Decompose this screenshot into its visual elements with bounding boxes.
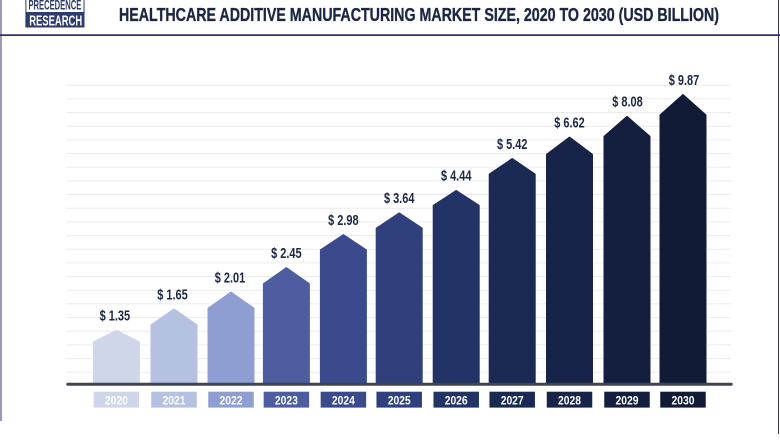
svg-text:$ 3.64: $ 3.64 [384, 191, 415, 207]
svg-text:2022: 2022 [220, 393, 243, 407]
svg-text:2024: 2024 [332, 393, 355, 407]
svg-text:$ 2.01: $ 2.01 [215, 270, 246, 286]
svg-text:2020: 2020 [105, 393, 128, 407]
svg-text:2026: 2026 [445, 393, 468, 407]
svg-text:2030: 2030 [672, 393, 695, 407]
svg-text:2025: 2025 [388, 393, 411, 407]
svg-text:HEALTHCARE ADDITIVE MANUFACTUR: HEALTHCARE ADDITIVE MANUFACTURING MARKET… [119, 5, 719, 25]
svg-text:2021: 2021 [163, 393, 186, 407]
svg-text:PRECEDENCE: PRECEDENCE [28, 0, 81, 12]
svg-text:2029: 2029 [616, 393, 639, 407]
svg-text:$ 4.44: $ 4.44 [441, 169, 472, 185]
svg-text:2027: 2027 [501, 393, 524, 407]
svg-text:$ 2.98: $ 2.98 [328, 213, 359, 229]
svg-text:2028: 2028 [558, 393, 581, 407]
svg-text:$ 6.62: $ 6.62 [554, 115, 585, 131]
svg-text:$ 9.87: $ 9.87 [669, 73, 700, 89]
svg-text:$ 5.42: $ 5.42 [497, 137, 528, 153]
svg-text:RESEARCH: RESEARCH [29, 13, 82, 29]
svg-text:2023: 2023 [275, 393, 298, 407]
svg-text:$ 8.08: $ 8.08 [612, 95, 643, 111]
svg-text:$ 1.35: $ 1.35 [100, 309, 131, 325]
svg-text:$ 2.45: $ 2.45 [271, 246, 302, 262]
svg-text:$ 1.65: $ 1.65 [157, 287, 188, 303]
